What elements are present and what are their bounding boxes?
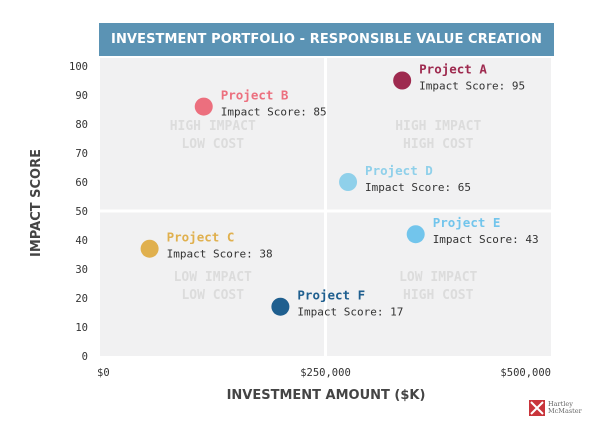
data-point-score: Impact Score: 65 xyxy=(365,181,471,194)
quadrant-backgrounds xyxy=(100,58,551,356)
x-axis-ticks: $0 $250,000 $500,000 xyxy=(97,367,551,379)
data-points: Project A Impact Score: 95 Project B Impact… xyxy=(140,62,539,319)
y-tick-label: 100 xyxy=(69,61,88,73)
quadrant-label-bottom-right-line1: LOW IMPACT xyxy=(399,270,477,285)
x-tick-label: $500,000 xyxy=(500,367,551,379)
data-point-score: Impact Score: 43 xyxy=(433,233,539,246)
quadrant-label-bottom-left-line1: LOW IMPACT xyxy=(174,270,252,285)
quadrant-top-left xyxy=(100,58,324,210)
y-tick-label: 0 xyxy=(82,351,88,363)
quadrant-labels: HIGH IMPACT LOW COST HIGH IMPACT HIGH COST L… xyxy=(170,119,482,303)
brand-logo: Hartley McMaster xyxy=(529,398,593,418)
data-point-label: Project B xyxy=(221,88,289,103)
x-axis-label: INVESTMENT AMOUNT ($K) xyxy=(227,388,426,403)
data-point xyxy=(406,225,425,244)
data-point-score: Impact Score: 38 xyxy=(167,248,273,261)
x-tick-label: $250,000 xyxy=(300,367,351,379)
y-tick-label: 40 xyxy=(75,235,88,247)
y-tick-label: 50 xyxy=(75,206,88,218)
data-point xyxy=(339,173,358,191)
logo-text: Hartley McMaster xyxy=(548,401,582,415)
data-point-label: Project E xyxy=(433,215,501,230)
data-point-label: Project D xyxy=(365,163,433,178)
y-tick-label: 80 xyxy=(75,119,88,131)
chart-title: INVESTMENT PORTFOLIO - RESPONSIBLE VALUE… xyxy=(99,23,554,56)
quadrant-top-right xyxy=(327,58,551,210)
y-tick-label: 20 xyxy=(75,293,88,305)
data-point xyxy=(194,97,213,116)
logo-icon xyxy=(529,400,545,416)
quadrant-label-top-right-line2: HIGH COST xyxy=(403,137,474,152)
quadrant-bottom-left xyxy=(100,212,324,356)
logo-line-2: McMaster xyxy=(548,407,582,415)
data-point xyxy=(393,71,412,90)
data-point-score: Impact Score: 85 xyxy=(221,106,327,119)
data-point-label: Project A xyxy=(419,62,487,77)
quadrant-label-top-left-line2: LOW COST xyxy=(181,137,244,152)
y-tick-label: 60 xyxy=(75,177,88,189)
data-point xyxy=(271,297,290,316)
x-tick-label: $0 xyxy=(97,367,110,379)
quadrant-bottom-right xyxy=(327,212,551,356)
quadrant-label-top-left-line1: HIGH IMPACT xyxy=(170,119,256,134)
data-point xyxy=(140,239,159,258)
y-axis-ticks: 0 10 20 30 40 50 60 70 80 90 100 xyxy=(69,61,88,363)
y-tick-label: 70 xyxy=(75,148,88,160)
y-tick-label: 30 xyxy=(75,264,88,276)
data-point-label: Project C xyxy=(167,230,235,245)
y-tick-label: 10 xyxy=(75,322,88,334)
data-point-score: Impact Score: 17 xyxy=(297,306,403,319)
logo-line-1: Hartley xyxy=(548,400,573,408)
data-point-score: Impact Score: 95 xyxy=(419,80,525,93)
y-axis-label: IMPACT SCORE xyxy=(29,149,44,257)
data-point-label: Project F xyxy=(297,288,365,303)
y-tick-label: 90 xyxy=(75,90,88,102)
quadrant-label-bottom-right-line2: HIGH COST xyxy=(403,288,474,303)
quadrant-label-top-right-line1: HIGH IMPACT xyxy=(395,119,481,134)
quadrant-label-bottom-left-line2: LOW COST xyxy=(181,288,244,303)
